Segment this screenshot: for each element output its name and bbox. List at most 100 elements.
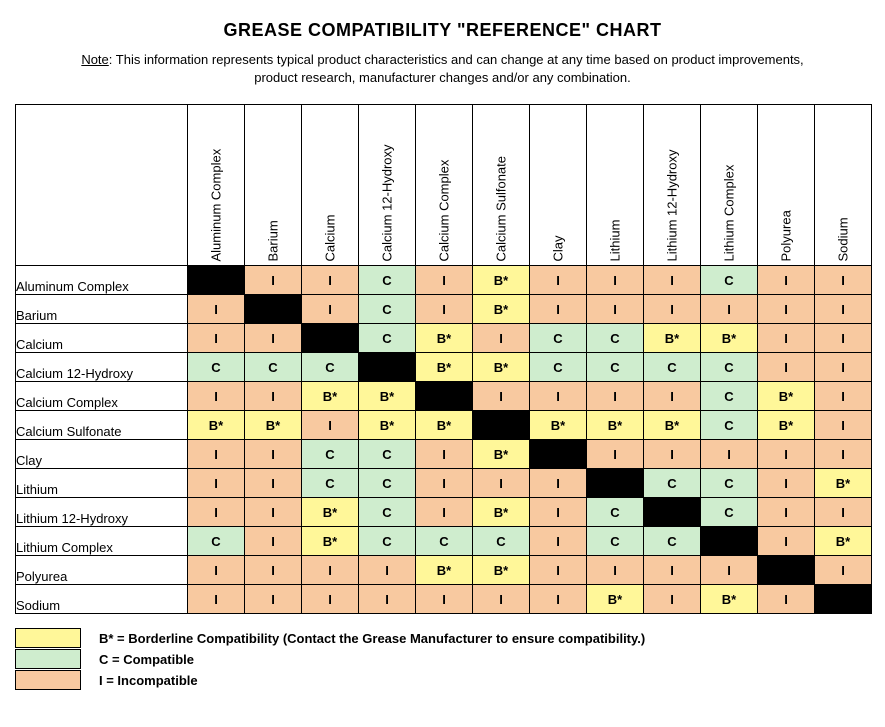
compat-cell: B* (473, 498, 530, 527)
compat-cell: I (815, 324, 872, 353)
compat-cell: I (188, 469, 245, 498)
compat-cell (416, 382, 473, 411)
compat-cell: B* (587, 585, 644, 614)
legend-swatch (15, 670, 81, 690)
compat-cell: I (758, 353, 815, 382)
column-header: Barium (245, 105, 302, 266)
compat-cell: I (188, 324, 245, 353)
compat-cell: I (758, 469, 815, 498)
legend: B* = Borderline Compatibility (Contact t… (15, 628, 870, 690)
compat-cell: C (701, 382, 758, 411)
compat-cell: I (302, 411, 359, 440)
compat-cell: I (701, 556, 758, 585)
compat-cell: C (701, 411, 758, 440)
note-label: Note (81, 52, 108, 67)
compat-cell: C (359, 324, 416, 353)
compat-cell: I (758, 324, 815, 353)
compat-cell: I (473, 585, 530, 614)
compat-cell: I (644, 295, 701, 324)
column-header-label: Calcium Complex (431, 242, 458, 262)
compat-cell: I (245, 440, 302, 469)
compat-cell: B* (416, 411, 473, 440)
legend-text: I = Incompatible (99, 673, 198, 688)
legend-swatch (15, 628, 81, 648)
compat-cell: I (245, 469, 302, 498)
column-header-label: Lithium (602, 242, 629, 262)
compat-cell: C (359, 266, 416, 295)
table-row: SodiumIIIIIIIB*IB*I (16, 585, 872, 614)
compat-cell: I (416, 498, 473, 527)
compat-cell: I (815, 498, 872, 527)
row-header: Lithium 12-Hydroxy (16, 498, 188, 527)
compat-cell (473, 411, 530, 440)
compat-cell: C (188, 353, 245, 382)
column-header-label: Calcium (317, 242, 344, 262)
compat-cell: B* (473, 440, 530, 469)
column-header: Calcium (302, 105, 359, 266)
compat-cell (188, 266, 245, 295)
compat-cell: C (359, 498, 416, 527)
compat-cell: C (644, 469, 701, 498)
compat-cell: C (302, 469, 359, 498)
compat-cell: C (587, 498, 644, 527)
compat-cell: I (302, 295, 359, 324)
compat-cell: C (359, 440, 416, 469)
table-row: Calcium 12-HydroxyCCCB*B*CCCCII (16, 353, 872, 382)
table-body: Aluminum ComplexIICIB*IIICIIBariumIICIB*… (16, 266, 872, 614)
compat-cell: I (644, 382, 701, 411)
compat-cell: B* (644, 411, 701, 440)
table-row: Lithium 12-HydroxyIIB*CIB*ICCII (16, 498, 872, 527)
compat-cell: C (701, 266, 758, 295)
compat-cell: I (530, 498, 587, 527)
compat-cell: B* (758, 382, 815, 411)
compat-cell: I (530, 382, 587, 411)
compat-cell: I (245, 585, 302, 614)
row-header: Calcium 12-Hydroxy (16, 353, 188, 382)
table-row: CalciumIICB*ICCB*B*II (16, 324, 872, 353)
compat-cell: B* (644, 324, 701, 353)
compat-cell: C (359, 295, 416, 324)
compat-cell: B* (359, 411, 416, 440)
row-header: Calcium Sulfonate (16, 411, 188, 440)
column-header-label: Calcium Sulfonate (488, 242, 515, 262)
compat-cell: I (530, 585, 587, 614)
compat-cell: I (416, 440, 473, 469)
compat-cell: B* (758, 411, 815, 440)
compat-cell: C (644, 527, 701, 556)
compat-cell: I (188, 556, 245, 585)
column-header: Calcium Complex (416, 105, 473, 266)
compat-cell: I (473, 469, 530, 498)
column-header-label: Polyurea (773, 242, 800, 262)
compat-cell: C (302, 353, 359, 382)
compat-cell (701, 527, 758, 556)
compat-cell: B* (587, 411, 644, 440)
row-header: Polyurea (16, 556, 188, 585)
compat-cell: I (758, 527, 815, 556)
compat-cell: I (815, 556, 872, 585)
compat-cell: C (188, 527, 245, 556)
compat-cell (644, 498, 701, 527)
compat-cell (245, 295, 302, 324)
compat-cell: I (815, 295, 872, 324)
compat-cell: I (701, 295, 758, 324)
compat-cell: I (701, 440, 758, 469)
compat-cell: C (416, 527, 473, 556)
column-header-label: Aluminum Complex (203, 242, 230, 262)
column-header: Calcium Sulfonate (473, 105, 530, 266)
legend-row: I = Incompatible (15, 670, 870, 690)
compat-cell: C (701, 498, 758, 527)
compat-cell: I (245, 324, 302, 353)
compat-cell: B* (416, 353, 473, 382)
chart-note: Note: This information represents typica… (63, 51, 823, 86)
compat-cell: I (644, 266, 701, 295)
legend-text: B* = Borderline Compatibility (Contact t… (99, 631, 645, 646)
compat-cell: C (302, 440, 359, 469)
table-row: ClayIICCIB*IIIII (16, 440, 872, 469)
column-header-label: Barium (260, 242, 287, 262)
table-row: PolyureaIIIIB*B*IIIII (16, 556, 872, 585)
table-row: Lithium ComplexCIB*CCCICCIB* (16, 527, 872, 556)
compat-cell: B* (530, 411, 587, 440)
column-header: Lithium Complex (701, 105, 758, 266)
compat-cell: B* (701, 585, 758, 614)
compat-cell: I (359, 585, 416, 614)
